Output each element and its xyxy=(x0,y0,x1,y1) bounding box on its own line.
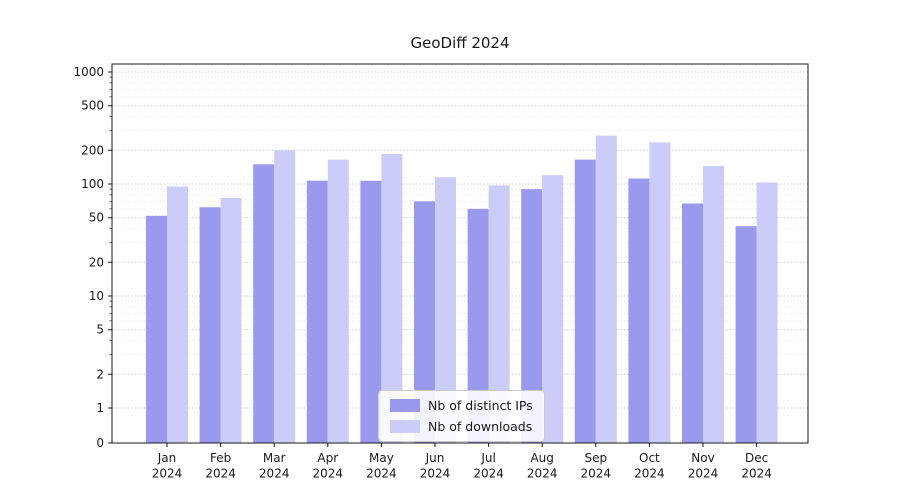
bar-downloads-9 xyxy=(649,142,671,443)
x-tick-label: Nov 2024 xyxy=(688,451,719,481)
x-tick-label: Jul 2024 xyxy=(473,451,504,481)
legend-label-distinct-ips: Nb of distinct IPs xyxy=(428,398,533,413)
x-tick-label: Jun 2024 xyxy=(420,451,451,481)
bar-downloads-1 xyxy=(220,197,242,443)
bar-downloads-5 xyxy=(435,177,456,443)
legend-item-distinct-ips: Nb of distinct IPs xyxy=(390,398,533,413)
y-tick-label: 10 xyxy=(89,289,104,303)
bar-downloads-4 xyxy=(381,154,403,443)
plot-border xyxy=(111,63,809,444)
bar-distinct-ips-11 xyxy=(735,226,757,443)
bar-distinct-ips-0 xyxy=(146,215,167,443)
bar-downloads-11 xyxy=(756,182,778,443)
x-tick-label: Oct 2024 xyxy=(634,451,665,481)
x-tick-label: Mar 2024 xyxy=(259,451,290,481)
x-tick-label: Aug 2024 xyxy=(527,451,558,481)
bar-downloads-3 xyxy=(327,159,349,444)
y-tick-label: 0 xyxy=(96,436,104,450)
y-tick-label: 1 xyxy=(96,401,104,415)
legend-swatch-distinct-ips xyxy=(390,399,420,412)
y-tick-label: 5 xyxy=(96,323,104,337)
bar-distinct-ips-3 xyxy=(306,180,328,443)
bar-distinct-ips-7 xyxy=(521,189,543,443)
x-tick-label: Jan 2024 xyxy=(152,451,183,481)
y-tick-label: 20 xyxy=(89,255,104,269)
bar-distinct-ips-9 xyxy=(628,178,650,443)
legend: Nb of distinct IPs Nb of downloads xyxy=(378,390,545,442)
bar-downloads-6 xyxy=(488,185,510,443)
bar-downloads-10 xyxy=(703,165,724,443)
bar-distinct-ips-8 xyxy=(574,159,596,444)
bar-distinct-ips-1 xyxy=(199,207,221,443)
legend-item-downloads: Nb of downloads xyxy=(390,419,533,434)
x-tick-label: May 2024 xyxy=(366,451,397,481)
y-tick-label: 50 xyxy=(89,211,104,225)
x-tick-label: Sep 2024 xyxy=(581,451,612,481)
bar-distinct-ips-5 xyxy=(414,201,435,443)
legend-swatch-downloads xyxy=(390,420,420,433)
bar-downloads-0 xyxy=(167,186,188,444)
bar-downloads-8 xyxy=(595,135,617,443)
x-tick-label: Dec 2024 xyxy=(741,451,772,481)
bar-downloads-7 xyxy=(542,175,564,443)
legend-label-downloads: Nb of downloads xyxy=(428,419,533,434)
y-tick-label: 1000 xyxy=(73,65,104,79)
y-tick-label: 2 xyxy=(96,367,104,381)
bar-downloads-2 xyxy=(274,150,296,443)
y-tick-label: 100 xyxy=(81,177,104,191)
bar-distinct-ips-2 xyxy=(253,164,275,444)
bar-distinct-ips-10 xyxy=(682,203,703,443)
x-tick-label: Feb 2024 xyxy=(205,451,236,481)
y-tick-label: 500 xyxy=(81,99,104,113)
bar-distinct-ips-4 xyxy=(360,180,382,443)
bar-distinct-ips-6 xyxy=(467,208,489,443)
chart-title: GeoDiff 2024 xyxy=(410,34,510,52)
x-tick-label: Apr 2024 xyxy=(313,451,344,481)
y-tick-label: 200 xyxy=(81,143,104,157)
